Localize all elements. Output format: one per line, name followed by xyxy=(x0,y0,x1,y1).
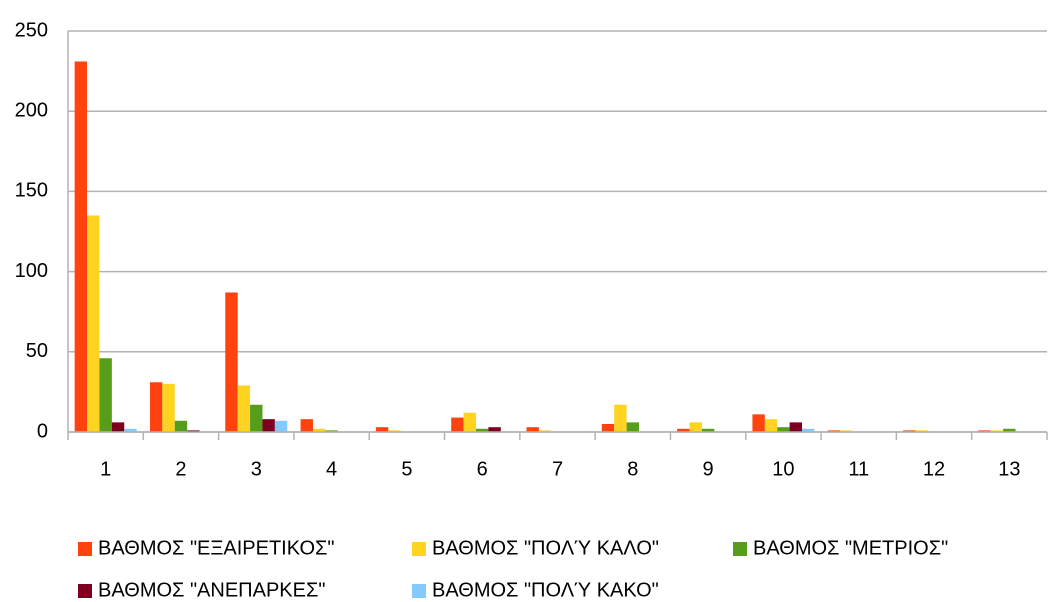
bar xyxy=(701,428,715,432)
bar xyxy=(375,427,389,432)
bar xyxy=(752,414,765,432)
bar xyxy=(601,423,615,432)
bar xyxy=(626,422,640,432)
x-tick-label: 4 xyxy=(326,458,337,480)
legend-label: ΒΑΘΜΟΣ "ΜΕΤΡΙΟΣ" xyxy=(753,537,948,559)
bar xyxy=(250,404,263,432)
x-tick-label: 12 xyxy=(923,458,945,480)
bar xyxy=(677,428,690,432)
bar xyxy=(87,215,100,432)
bar xyxy=(764,419,778,432)
bar xyxy=(300,419,313,432)
x-tick-label: 6 xyxy=(477,458,488,480)
legend-swatch xyxy=(412,584,426,598)
bar xyxy=(827,430,841,432)
bar xyxy=(990,430,1004,432)
bar xyxy=(526,427,539,432)
x-tick-label: 11 xyxy=(848,458,869,480)
legend-label: ΒΑΘΜΟΣ "ΑΝΕΠΑΡΚΕΣ" xyxy=(98,579,325,601)
legend-label: ΒΑΘΜΟΣ "ΠΟΛΎ ΚΑΚΟ" xyxy=(432,579,659,601)
bar xyxy=(74,61,88,432)
y-tick-label: 250 xyxy=(15,19,48,41)
bar xyxy=(388,430,401,432)
x-tick-label: 3 xyxy=(251,458,262,480)
bar xyxy=(124,428,137,432)
x-tick-label: 2 xyxy=(175,458,186,480)
bar xyxy=(187,430,200,432)
bar xyxy=(475,428,489,432)
legend-swatch xyxy=(733,542,747,556)
bar xyxy=(840,430,853,432)
bar xyxy=(903,430,916,432)
legend-label: ΒΑΘΜΟΣ "ΠΟΛΎ ΚΑΛΟ" xyxy=(432,537,659,559)
bar xyxy=(1003,428,1016,432)
bar xyxy=(689,422,702,432)
bar xyxy=(463,412,476,432)
bar xyxy=(174,420,188,432)
bar xyxy=(149,382,163,432)
bar xyxy=(274,420,288,432)
bar xyxy=(915,430,928,432)
bar xyxy=(111,422,125,432)
bar xyxy=(99,358,112,432)
bar xyxy=(237,385,251,432)
bar xyxy=(162,383,175,432)
bar xyxy=(538,430,552,432)
x-tick-label: 7 xyxy=(552,458,563,480)
y-tick-label: 0 xyxy=(37,420,48,442)
bar xyxy=(451,417,464,432)
y-tick-label: 50 xyxy=(26,340,48,362)
x-tick-label: 10 xyxy=(772,458,794,480)
x-tick-label: 5 xyxy=(401,458,412,480)
x-tick-label: 8 xyxy=(627,458,638,480)
legend-swatch xyxy=(78,542,92,556)
y-tick-label: 100 xyxy=(15,260,48,282)
bar xyxy=(488,427,501,432)
legend-label: ΒΑΘΜΟΣ "ΕΞΑΙΡΕΤΙΚΟΣ" xyxy=(98,537,334,559)
x-tick-label: 13 xyxy=(998,458,1020,480)
bar xyxy=(777,427,790,432)
bar xyxy=(802,428,815,432)
x-tick-label: 1 xyxy=(100,458,111,480)
x-tick-label: 9 xyxy=(703,458,714,480)
bar xyxy=(312,428,326,432)
legend-swatch xyxy=(412,542,426,556)
legend-swatch xyxy=(78,584,92,598)
bar xyxy=(789,422,803,432)
y-tick-label: 150 xyxy=(15,180,48,202)
bar xyxy=(225,292,238,432)
bar xyxy=(262,419,275,432)
y-tick-label: 200 xyxy=(15,99,48,121)
bar xyxy=(325,430,338,432)
bar xyxy=(978,430,991,432)
bar xyxy=(614,404,627,432)
